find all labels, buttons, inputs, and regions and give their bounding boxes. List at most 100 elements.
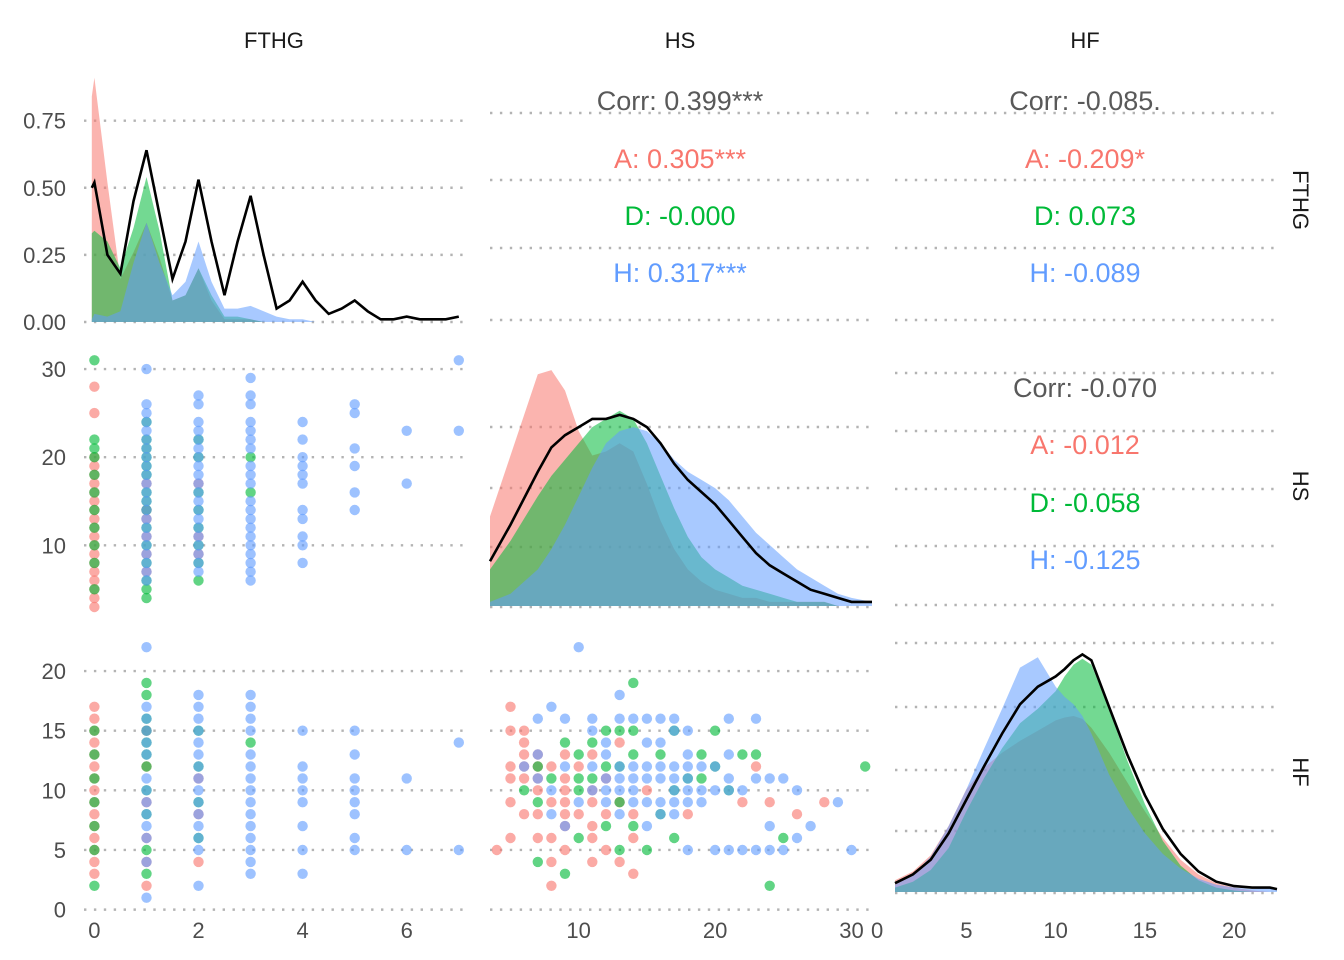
point-A [89, 761, 100, 772]
point-H [600, 749, 612, 760]
point-H [297, 460, 308, 472]
point-H [245, 856, 256, 868]
corr-fthg-hf-total: Corr: -0.085. [1009, 86, 1161, 116]
point-H [193, 809, 204, 820]
point-D [89, 557, 100, 569]
point-H [349, 460, 360, 472]
point-D [764, 880, 775, 891]
strip-right-hs: HS [1288, 471, 1313, 502]
point-H [559, 713, 571, 724]
point-A [518, 737, 530, 748]
point-D [628, 725, 639, 736]
point-A [587, 856, 598, 868]
point-H [193, 531, 204, 542]
x-tick-label: 30 [839, 918, 863, 943]
point-A [518, 773, 530, 784]
point-D [546, 773, 557, 784]
point-H [546, 701, 557, 712]
point-H [696, 785, 707, 796]
point-H [297, 513, 308, 525]
point-H [141, 522, 152, 533]
point-H [245, 513, 256, 525]
point-H [141, 460, 152, 472]
point-D [750, 749, 762, 760]
point-H [401, 425, 412, 436]
point-D [573, 785, 584, 796]
point-D [628, 749, 639, 760]
point-H [193, 425, 204, 436]
point-H [641, 737, 653, 748]
point-H [297, 797, 308, 808]
point-H [349, 797, 360, 808]
tick-labels: 0.00 0.25 0.50 0.75 10 20 30 0 5 10 15 20 0 2 4 6 10 20 30… [23, 109, 1246, 943]
point-H [349, 844, 360, 856]
point-H [655, 737, 666, 748]
density-H-hf [895, 657, 1277, 892]
corr-hs-hf-d: D: -0.058 [1029, 488, 1140, 518]
point-A [89, 531, 100, 542]
point-H [750, 773, 762, 784]
point-H [193, 701, 204, 712]
point-H [349, 773, 360, 784]
point-H [349, 832, 360, 844]
point-H [723, 773, 734, 784]
point-A [518, 809, 530, 820]
point-H [141, 504, 152, 516]
point-H [641, 797, 653, 808]
point-H [655, 761, 666, 772]
point-H [141, 701, 152, 712]
point-H [297, 416, 308, 428]
x-tick-label: 20 [1222, 918, 1246, 943]
corr-hs-hf-h: H: -0.125 [1029, 545, 1140, 575]
point-A [587, 749, 598, 760]
point-H [532, 713, 543, 724]
point-H [141, 725, 152, 736]
point-A [89, 868, 100, 879]
point-H [141, 434, 152, 445]
point-H [401, 844, 412, 856]
point-D [193, 575, 204, 586]
point-H [297, 844, 308, 856]
point-D [89, 522, 100, 533]
point-D [89, 797, 100, 808]
point-D [532, 856, 543, 868]
point-H [453, 844, 464, 856]
point-H [614, 773, 625, 784]
point-D [89, 540, 100, 551]
point-H [141, 540, 152, 551]
point-H [655, 773, 666, 784]
point-H [532, 773, 543, 784]
y-tick-label: 10 [42, 778, 66, 803]
point-D [141, 868, 152, 879]
point-H [682, 761, 693, 772]
point-D [614, 797, 625, 808]
scatter-panels [89, 355, 871, 903]
point-H [349, 725, 360, 736]
point-H [559, 820, 571, 832]
point-H [245, 844, 256, 856]
point-H [245, 773, 256, 784]
point-H [141, 478, 152, 489]
point-A [614, 737, 625, 748]
point-D [628, 820, 639, 832]
point-H [546, 785, 557, 796]
point-D [245, 452, 256, 463]
point-H [587, 713, 598, 724]
point-H [641, 761, 653, 772]
point-A [628, 809, 639, 820]
point-A [764, 797, 775, 808]
point-A [89, 548, 100, 560]
point-H [682, 773, 693, 784]
point-A [532, 809, 543, 820]
point-D [573, 773, 584, 784]
point-A [628, 868, 639, 879]
point-D [709, 725, 721, 736]
point-H [628, 761, 639, 772]
corr-hs-hf-a: A: -0.012 [1030, 430, 1140, 460]
point-H [846, 844, 857, 856]
point-H [401, 773, 412, 784]
point-D [532, 761, 543, 772]
point-A [791, 809, 803, 820]
point-H [193, 469, 204, 480]
point-D [89, 469, 100, 480]
